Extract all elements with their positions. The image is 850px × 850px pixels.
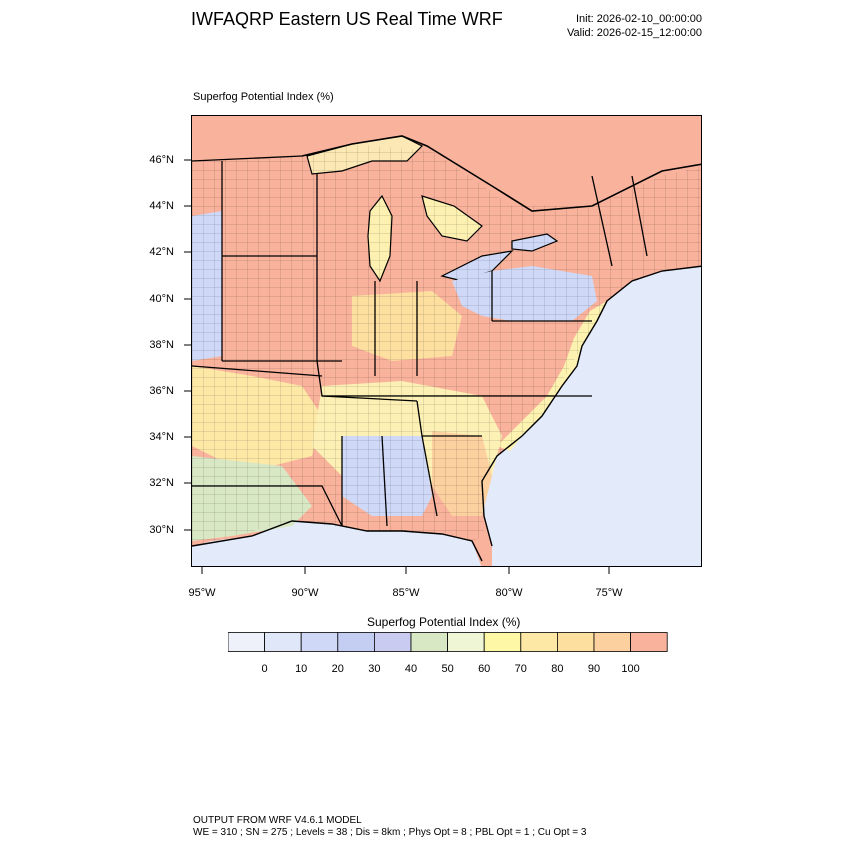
colorbar-label: 90 — [587, 663, 601, 675]
state-boundaries — [192, 155, 648, 527]
colorbar-cell — [337, 632, 375, 652]
colorbar — [228, 632, 668, 652]
colorbar-cell — [520, 632, 558, 652]
lat-label: 34°N — [149, 431, 174, 443]
colorbar-cell — [264, 632, 302, 652]
colorbar-label: 40 — [404, 663, 418, 675]
colorbar-title: Superfog Potential Index (%) — [367, 615, 521, 629]
county-boundaries — [192, 144, 701, 546]
lon-label: 75°W — [595, 587, 623, 599]
lat-label: 40°N — [149, 293, 174, 305]
colorbar-label: 80 — [551, 663, 564, 675]
colorbar-cell — [630, 632, 668, 652]
canada-border — [301, 135, 701, 212]
init-time: Init: 2026-02-10_00:00:00 — [576, 13, 702, 25]
colorbar-cell — [410, 632, 448, 652]
lon-label: 95°W — [188, 587, 216, 599]
colorbar-cell — [593, 632, 631, 652]
colorbar-cell — [373, 632, 412, 652]
lat-label: 44°N — [149, 200, 174, 212]
colorbar-label: 10 — [295, 663, 308, 675]
colorbar-label: 60 — [478, 663, 491, 675]
footer-config-line: WE = 310 ; SN = 275 ; Levels = 38 ; Dis … — [193, 827, 587, 838]
colorbar-cell — [228, 632, 265, 652]
valid-time: Valid: 2026-02-15_12:00:00 — [567, 27, 702, 39]
colorbar-label: 50 — [441, 663, 454, 675]
chart-title: IWFAQRP Eastern US Real Time WRF — [191, 9, 503, 29]
colorbar-cell — [483, 632, 522, 652]
lat-label: 46°N — [149, 154, 174, 166]
lat-label: 30°N — [149, 524, 174, 536]
colorbar-label: 20 — [331, 663, 344, 675]
footer-model-line: OUTPUT FROM WRF V4.6.1 MODEL — [193, 815, 362, 826]
atlantic-coastline — [481, 265, 701, 547]
gulf-coastline — [192, 520, 483, 562]
lon-label: 85°W — [392, 587, 420, 599]
lat-label: 36°N — [149, 385, 174, 397]
lat-label: 38°N — [149, 339, 174, 351]
colorbar-label: 70 — [514, 663, 527, 675]
lon-label: 80°W — [495, 587, 523, 599]
lat-label: 42°N — [149, 246, 174, 258]
colorbar-cell — [300, 632, 339, 652]
map-panel — [191, 115, 702, 567]
colorbar-label: 30 — [368, 663, 381, 675]
atlantic-ocean — [482, 266, 701, 566]
lon-label: 90°W — [291, 587, 319, 599]
lat-label: 32°N — [149, 477, 174, 489]
colorbar-cell — [556, 632, 595, 652]
map-canvas — [192, 116, 701, 566]
field-label: Superfog Potential Index (%) — [193, 91, 334, 103]
colorbar-label: 0 — [261, 663, 268, 675]
colorbar-label: 100 — [621, 663, 640, 675]
colorbar-cell — [447, 632, 485, 652]
